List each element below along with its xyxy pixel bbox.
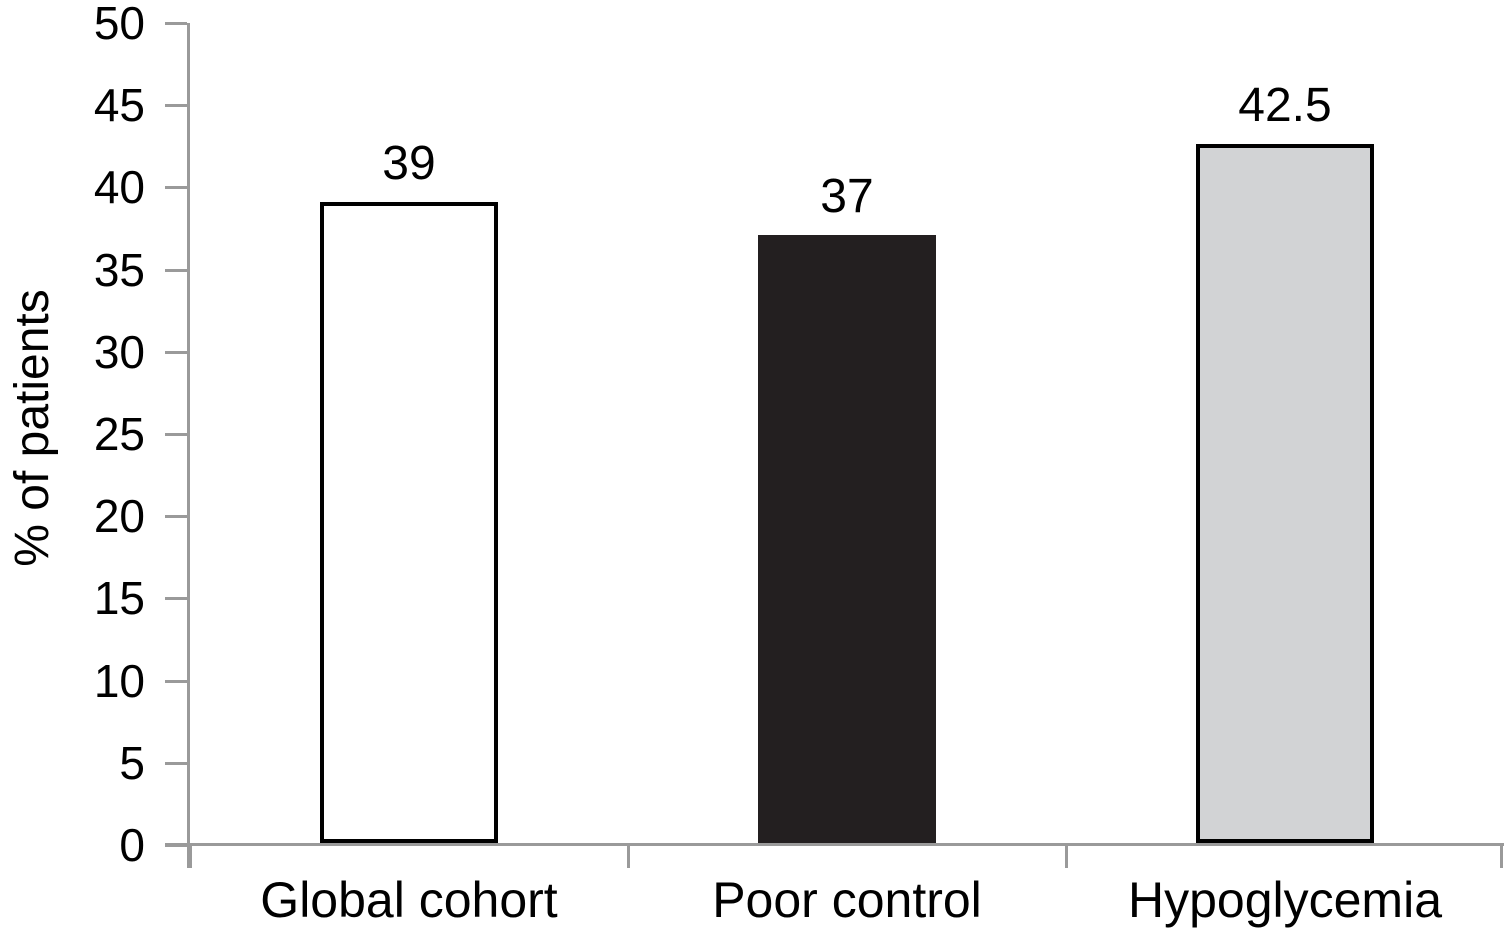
y-tick-label: 40: [93, 161, 145, 214]
y-tick-mark: [165, 104, 187, 108]
y-tick-mark: [165, 515, 187, 519]
y-tick-mark: [165, 679, 187, 683]
y-tick-label: 20: [93, 490, 145, 543]
x-category-label: Hypoglycemia: [1127, 872, 1442, 928]
y-tick-mark: [165, 844, 187, 847]
y-tick-mark: [165, 22, 187, 25]
y-axis-line: [187, 23, 190, 868]
plot-area: 0 5 10 15 20 25 30 35 40 45 50 39 37 42.5 Global coh…: [94, 0, 1504, 925]
bar: [1196, 144, 1374, 843]
x-axis-line: [165, 843, 1504, 846]
bar: [758, 234, 936, 843]
y-tick-label: 10: [93, 654, 145, 707]
bar-value-label: 39: [382, 136, 436, 190]
x-tick-mark: [627, 846, 630, 868]
y-tick-label: 5: [119, 736, 145, 789]
bar-value-label: 42.5: [1238, 79, 1332, 133]
y-tick-label: 0: [119, 819, 145, 871]
y-tick-mark: [165, 597, 187, 601]
x-tick-mark: [1065, 846, 1068, 868]
y-tick-label: 25: [93, 408, 145, 460]
x-tick-mark: [1500, 846, 1503, 868]
bar-value-label: 37: [820, 169, 874, 223]
y-tick-label: 45: [93, 79, 145, 132]
y-tick-label: 50: [93, 0, 145, 49]
y-tick-label: 30: [93, 325, 145, 378]
y-tick-mark: [165, 186, 187, 190]
x-category-label: Global cohort: [260, 872, 558, 928]
y-tick-mark: [165, 433, 187, 436]
x-tick-mark: [189, 846, 192, 868]
y-tick-mark: [165, 268, 187, 272]
bar: [320, 201, 498, 843]
y-tick-label: 35: [93, 243, 145, 296]
y-tick-mark: [165, 350, 187, 354]
x-category-label: Poor control: [712, 872, 982, 928]
y-tick-mark: [165, 761, 187, 765]
y-tick-label: 15: [93, 572, 145, 625]
